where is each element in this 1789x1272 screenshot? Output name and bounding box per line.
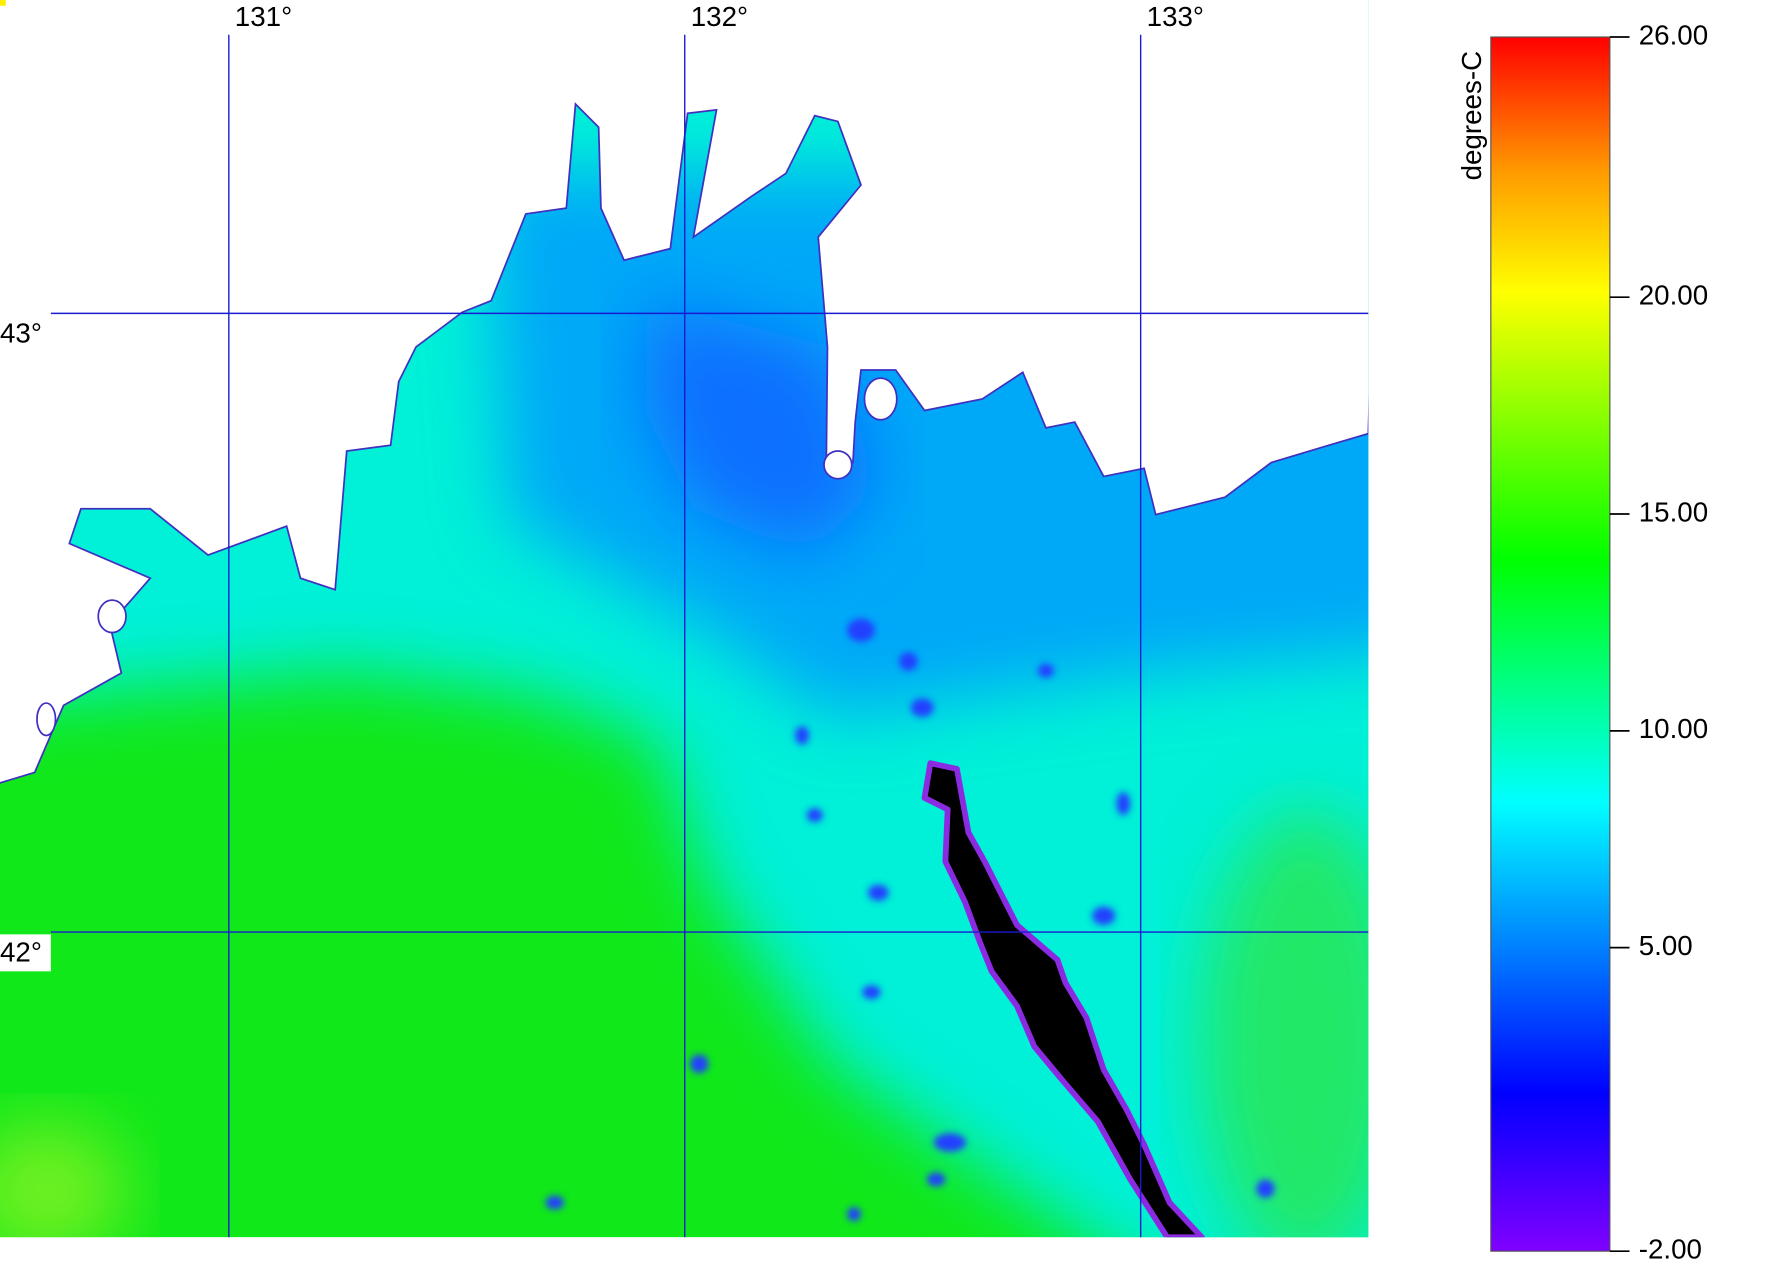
lat-label: 43°	[0, 318, 42, 349]
lon-label: 131°	[235, 1, 292, 32]
sst-image	[0, 0, 1369, 1238]
colorbar-tick-label: 26.00	[1639, 19, 1708, 50]
colorbar-tick-label: 20.00	[1639, 280, 1708, 311]
colorbar-tick-label: 5.00	[1639, 930, 1693, 961]
lat-label-bg	[0, 934, 51, 972]
lat-label-bg	[0, 315, 51, 353]
colorbar-tick-label: 15.00	[1639, 496, 1708, 527]
colorbar-tick-label: -2.00	[1639, 1234, 1702, 1265]
graticule: 131° 132° 133° 43° 42°	[0, 1, 1369, 1238]
corner-marker	[0, 0, 6, 6]
lon-label: 133°	[1147, 1, 1204, 32]
lon-label: 132°	[691, 1, 748, 32]
lat-label: 42°	[0, 936, 42, 967]
colorbar-label: degrees-C	[1456, 51, 1487, 181]
colorbar	[1490, 36, 1611, 1252]
colorbar-tick-label: 10.00	[1639, 713, 1708, 744]
